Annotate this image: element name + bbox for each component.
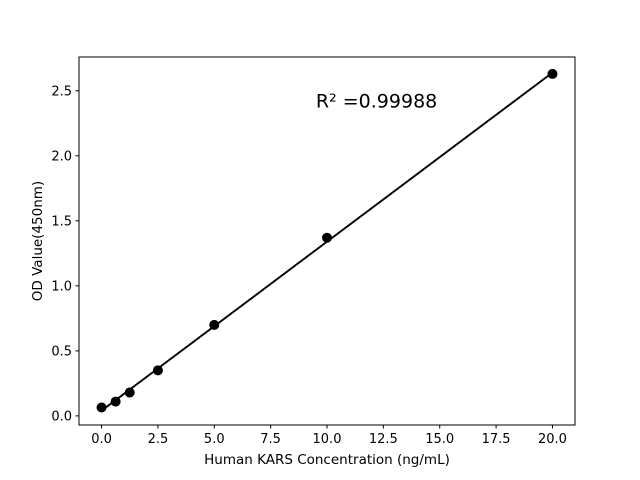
y-axis-tick-label: 2.5 [51,84,72,99]
x-axis-tick-label: 5.0 [204,432,225,447]
data-point [152,365,163,376]
x-axis-tick-label: 7.5 [260,432,281,447]
x-axis-tick-label: 12.5 [369,432,398,447]
y-axis-tick-label: 1.5 [51,214,72,229]
x-axis-tick-label: 10.0 [313,432,342,447]
data-point [322,232,332,243]
y-axis-tick-label: 0.0 [51,409,72,424]
y-axis-tick-label: 2.0 [51,149,72,164]
y-axis-tick-label: 1.0 [51,279,72,294]
data-point [96,402,107,413]
x-axis-tick-label: 2.5 [148,432,169,447]
data-point [124,387,135,398]
x-axis-tick-label: 20.0 [538,432,567,447]
x-axis-label: Human KARS Concentration (ng/mL) [204,452,450,468]
plot-area-frame [78,56,576,426]
plot-area: 0.0 2.5 5.0 7.5 10.0 12.5 15.0 17.5 20.0 0.0 0.5 1.… [51,56,576,447]
x-axis-tick-label: 17.5 [482,432,511,447]
data-point [547,68,558,79]
r-squared-annotation: R² =0.99988 [316,91,437,113]
x-axis-tick-label: 0.0 [91,432,112,447]
data-point [209,319,220,330]
x-axis-tick-label: 15.0 [425,432,454,447]
data-point [110,396,121,407]
y-axis-tick-label: 0.5 [51,344,72,359]
y-axis-label: OD Value(450nm) [30,181,46,301]
